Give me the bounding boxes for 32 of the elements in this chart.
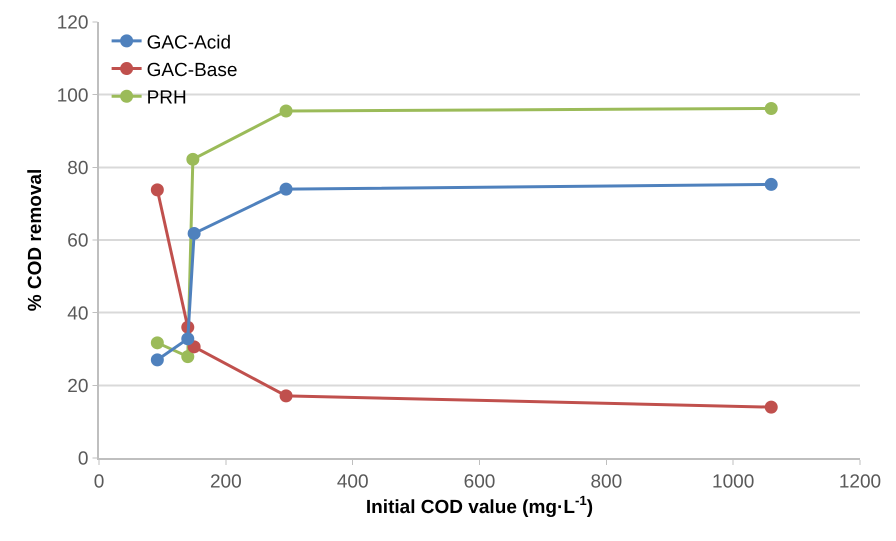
x-tick-label: 0 xyxy=(94,472,104,493)
point xyxy=(280,182,293,196)
point xyxy=(764,102,778,115)
legend-label: GAC-Acid xyxy=(146,32,232,54)
point xyxy=(280,389,293,402)
y-tick-label: 60 xyxy=(67,230,88,252)
x-tick-label: 400 xyxy=(336,472,369,493)
y-tick-label: 80 xyxy=(67,158,88,179)
x-tick-label: 600 xyxy=(464,472,496,493)
point xyxy=(181,332,194,346)
point xyxy=(150,353,164,366)
x-tick-label: 1000 xyxy=(712,472,754,493)
x-tick-label: 200 xyxy=(210,472,242,493)
point xyxy=(150,336,164,350)
point xyxy=(280,104,293,118)
legend-label: GAC-Base xyxy=(146,60,238,81)
point xyxy=(764,178,778,191)
point xyxy=(764,400,778,414)
y-tick-label: 40 xyxy=(67,303,88,324)
point xyxy=(181,350,194,364)
legend-label: PRH xyxy=(146,88,187,109)
y-tick-label: 120 xyxy=(56,12,88,34)
x-tick-label: 1200 xyxy=(838,472,882,493)
y-tick-label: 0 xyxy=(78,448,88,470)
x-tick-label: 800 xyxy=(590,472,622,493)
point xyxy=(186,152,200,166)
point xyxy=(150,183,164,196)
point xyxy=(188,226,201,240)
y-axis-title: % COD removal xyxy=(25,168,46,312)
y-tick-label: 100 xyxy=(56,85,88,106)
y-tick-label: 20 xyxy=(67,376,88,397)
x-axis-title: Initial COD value (mg·L$^{-1}$) xyxy=(366,492,594,518)
